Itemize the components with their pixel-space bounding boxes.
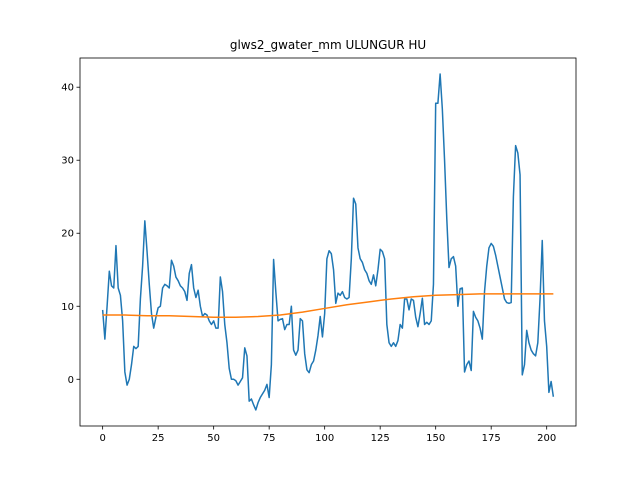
line-series — [102, 293, 554, 318]
chart-title: glws2_gwater_mm ULUNGUR HU — [230, 38, 426, 52]
y-tick-label: 30 — [61, 156, 74, 167]
x-tick-label: 100 — [315, 433, 334, 444]
plot-frame — [79, 57, 577, 427]
x-tick-label: 200 — [537, 433, 556, 444]
line-series — [101, 73, 555, 411]
x-tick-label: 50 — [207, 433, 220, 444]
x-tick-label: 75 — [263, 433, 276, 444]
x-tick-label: 175 — [482, 433, 501, 444]
y-tick-label: 20 — [61, 229, 74, 240]
x-tick-label: 125 — [371, 433, 390, 444]
y-tick-label: 40 — [61, 83, 74, 94]
y-tick-label: 0 — [68, 375, 74, 386]
x-tick-label: 150 — [426, 433, 445, 444]
x-tick-label: 0 — [99, 433, 105, 444]
y-tick-label: 10 — [61, 302, 74, 313]
x-tick-label: 25 — [152, 433, 165, 444]
